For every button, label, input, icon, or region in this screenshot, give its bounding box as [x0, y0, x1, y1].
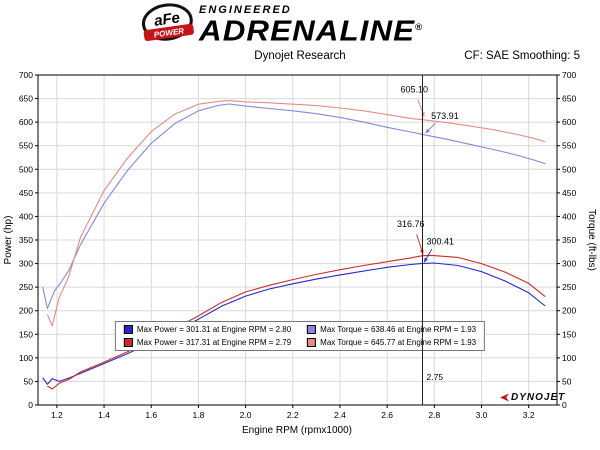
svg-text:1.4: 1.4 [98, 410, 110, 420]
smoothing-setting-label: CF: SAE Smoothing: 5 [464, 50, 580, 62]
svg-text:50: 50 [562, 376, 572, 386]
svg-text:250: 250 [19, 282, 33, 292]
brand-line-adrenaline: ADRENALINE® [199, 14, 423, 46]
svg-text:150: 150 [562, 329, 576, 339]
svg-text:350: 350 [19, 235, 33, 245]
legend-item: Max Torque = 638.46 at Engine RPM = 1.93 [307, 323, 476, 336]
x-axis-title: Engine RPM (rpmx1000) [242, 425, 352, 436]
legend-label: Max Torque = 645.77 at Engine RPM = 1.93 [320, 338, 477, 347]
right-axis-title: Torque (ft-lbs) [586, 209, 597, 271]
cursor-rpm-label: 2.75 [426, 372, 444, 382]
series-torque-run-1- [42, 103, 546, 309]
legend-label: Max Power = 317.31 at Engine RPM = 2.79 [136, 338, 292, 347]
svg-text:650: 650 [562, 94, 576, 104]
cursor-value-label: 605.10 [401, 84, 429, 94]
brand-wordmark: ENGINEERED ADRENALINE® [199, 2, 422, 46]
brand-line-engineered: ENGINEERED [199, 4, 292, 16]
grid-lines [38, 75, 557, 405]
series-torque-run-2- [46, 100, 546, 327]
svg-text:200: 200 [19, 306, 33, 316]
legend-label: Max Torque = 638.46 at Engine RPM = 1.93 [320, 325, 477, 334]
svg-text:100: 100 [19, 353, 33, 363]
registered-trademark: ® [415, 22, 424, 32]
legend-swatch [307, 325, 317, 334]
cursor-line[interactable] [422, 75, 424, 405]
legend-label: Max Power = 301.31 at Engine RPM = 2.80 [136, 325, 292, 334]
afe-badge-text: aFe [153, 9, 181, 29]
svg-text:450: 450 [562, 188, 576, 198]
chart-subtitle: Dynojet Research [254, 50, 346, 62]
svg-text:400: 400 [562, 211, 576, 221]
svg-text:300: 300 [562, 259, 576, 269]
svg-text:2.8: 2.8 [428, 410, 440, 420]
svg-text:150: 150 [19, 329, 33, 339]
svg-text:350: 350 [562, 235, 576, 245]
svg-text:450: 450 [19, 188, 33, 198]
chart-legend: Max Power = 301.31 at Engine RPM = 2.80 … [114, 321, 486, 351]
svg-text:3.0: 3.0 [476, 410, 488, 420]
brand-header: aFe POWER ENGINEERED ADRENALINE® [139, 0, 422, 54]
svg-text:1.2: 1.2 [51, 410, 63, 420]
svg-text:600: 600 [562, 117, 576, 127]
legend-swatch [307, 338, 317, 347]
series-power-run-2- [47, 254, 546, 390]
svg-text:650: 650 [19, 94, 33, 104]
svg-text:2.4: 2.4 [334, 410, 346, 420]
svg-text:0: 0 [562, 400, 567, 410]
svg-text:500: 500 [562, 164, 576, 174]
svg-text:550: 550 [19, 141, 33, 151]
legend-item: Max Power = 317.31 at Engine RPM = 2.79 [123, 336, 292, 349]
left-axis-title: Power (hp) [3, 216, 14, 265]
legend-item: Max Torque = 645.77 at Engine RPM = 1.93 [307, 336, 476, 349]
svg-text:50: 50 [24, 376, 34, 386]
legend-swatch [123, 325, 133, 334]
dynojet-watermark: DYNOJET [500, 392, 565, 403]
svg-text:700: 700 [19, 70, 33, 80]
svg-text:0: 0 [28, 400, 33, 410]
legend-item: Max Power = 301.31 at Engine RPM = 2.80 [123, 323, 292, 336]
svg-text:3.2: 3.2 [523, 410, 535, 420]
svg-text:100: 100 [562, 353, 576, 363]
brand-line-adrenaline-text: ADRENALINE [199, 15, 416, 48]
dynojet-watermark-text: DYNOJET [511, 392, 566, 403]
svg-text:200: 200 [562, 306, 576, 316]
svg-text:2.6: 2.6 [381, 410, 393, 420]
svg-text:2.2: 2.2 [287, 410, 299, 420]
svg-text:500: 500 [19, 164, 33, 174]
cursor-value-label: 573.91 [431, 111, 459, 121]
dynojet-arrow-icon [500, 393, 509, 402]
svg-text:700: 700 [562, 70, 576, 80]
cursor-value-label: 300.41 [426, 237, 454, 247]
afe-badge-icon: aFe POWER [141, 3, 194, 41]
plot-border [37, 74, 558, 406]
svg-text:550: 550 [562, 141, 576, 151]
svg-text:400: 400 [19, 211, 33, 221]
afe-badge-banner-text: POWER [153, 26, 184, 39]
svg-text:2.0: 2.0 [240, 410, 252, 420]
axis-tick-labels: 0 0 50 50 100 100 150 150 200 200 250 250 300 300 350 3… [19, 70, 577, 420]
cursor-value-label: 316.76 [397, 219, 425, 229]
svg-text:300: 300 [19, 259, 33, 269]
svg-text:1.8: 1.8 [193, 410, 205, 420]
legend-swatch [123, 338, 133, 347]
svg-text:600: 600 [19, 117, 33, 127]
svg-text:250: 250 [562, 282, 576, 292]
afe-power-logo: aFe POWER [139, 0, 197, 54]
svg-text:1.6: 1.6 [145, 410, 157, 420]
